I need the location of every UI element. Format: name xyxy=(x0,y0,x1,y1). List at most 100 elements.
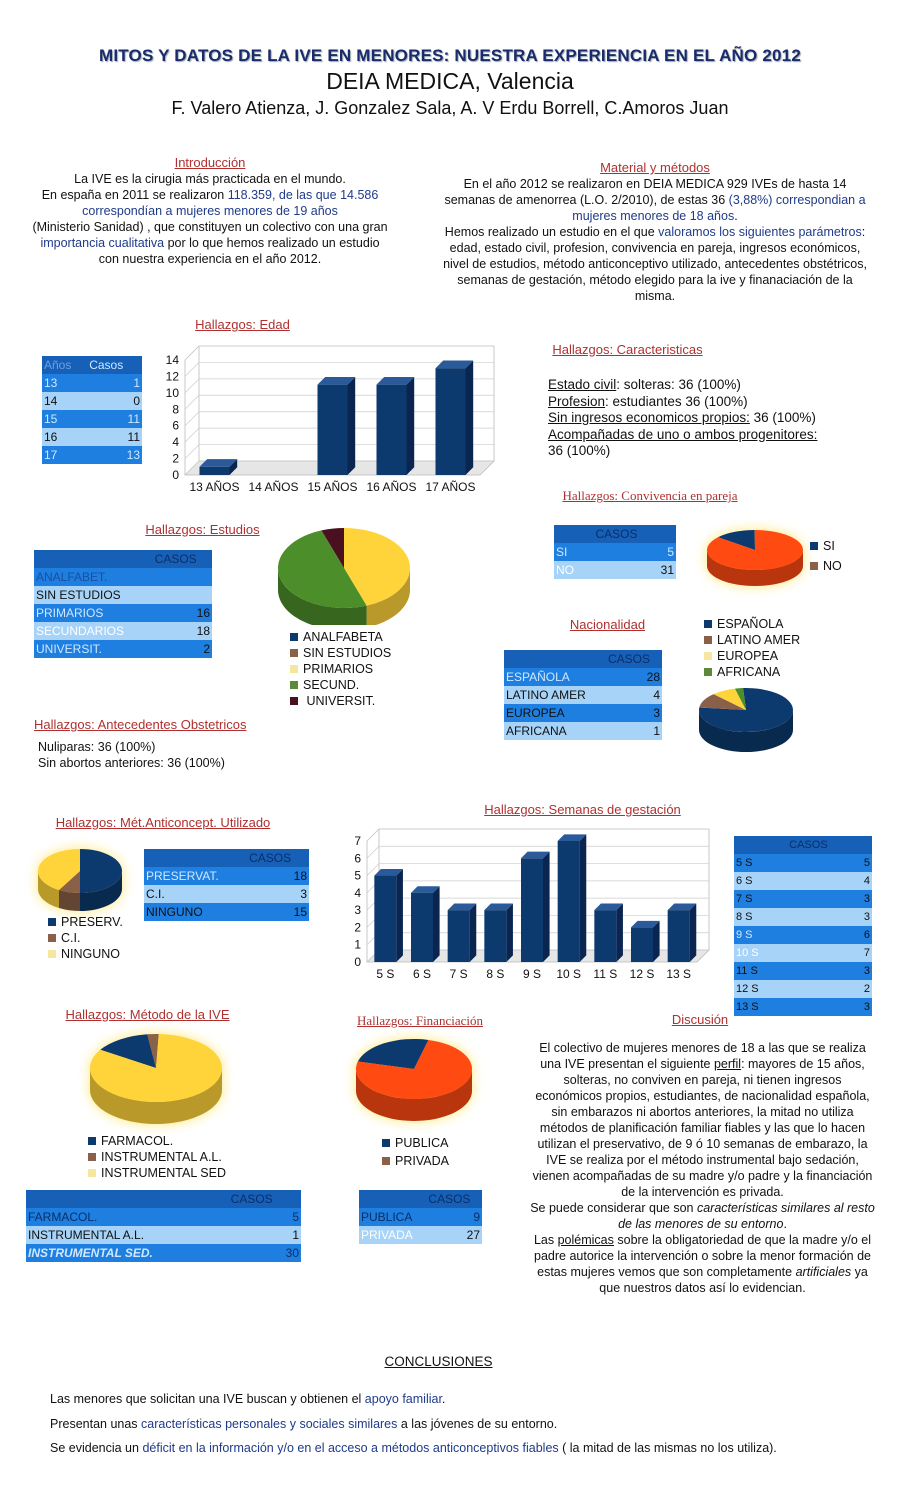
table-row: PRESERVAT. 18 xyxy=(144,867,309,885)
convivencia-heading: Hallazgos: Convivencia en pareja xyxy=(562,488,738,503)
x-tick-label: 13 S xyxy=(666,967,691,981)
legend-item: LATINO AMER xyxy=(704,632,800,648)
pie-slice xyxy=(37,849,80,891)
financiacion-table: CASOS PUBLICA 9 PRIVADA 27 xyxy=(359,1190,482,1244)
bar-side xyxy=(406,376,415,475)
bar-side xyxy=(616,903,623,962)
legend-item: SI xyxy=(810,538,842,554)
x-tick-label: 7 S xyxy=(450,967,468,981)
metodo-pie-chart xyxy=(90,1034,222,1124)
caracteristicas-text: Estado civil: solteras: 36 (100%) Profes… xyxy=(548,377,868,460)
chart-gridline xyxy=(184,345,200,361)
bar-top xyxy=(374,868,403,876)
chart-gridline xyxy=(184,378,200,394)
x-tick-label: 10 S xyxy=(556,967,581,981)
y-tick-label: 4 xyxy=(172,435,179,449)
pie-slice xyxy=(147,1034,159,1068)
table-row: PUBLICA 9 xyxy=(359,1208,482,1226)
bar xyxy=(435,368,466,475)
pie-slice xyxy=(321,528,344,568)
table-row: UNIVERSIT. 2 xyxy=(34,640,212,658)
methods-text: En el año 2012 se realizaron en DEIA MED… xyxy=(440,176,870,304)
bar-side xyxy=(396,868,403,962)
y-tick-label: 3 xyxy=(354,903,361,917)
intro-line-2: En españa en 2011 se realizaron 118.359,… xyxy=(41,188,379,218)
methods-heading: Material y métodos xyxy=(600,160,710,175)
legend-item: INSTRUMENTAL A.L. xyxy=(88,1149,226,1165)
pie-slice xyxy=(718,530,755,550)
pie-slice-side xyxy=(59,890,80,911)
y-tick-label: 6 xyxy=(172,419,179,433)
y-tick-label: 2 xyxy=(354,920,361,934)
bar-top xyxy=(667,903,697,911)
x-tick-label: 12 S xyxy=(630,967,655,981)
chart-gridline xyxy=(184,427,200,443)
pie-slice xyxy=(713,688,746,710)
legend-item: C.I. xyxy=(48,930,123,946)
pie-slice xyxy=(100,1034,156,1068)
discusion-p3: Las polémicas sobre la obligatoriedad de… xyxy=(533,1233,872,1295)
pie-slice xyxy=(90,1034,222,1102)
nacionalidad-legend: ESPAÑOLA LATINO AMER EUROPEA AFRICANA xyxy=(704,616,800,680)
table-row: PRIMARIOS 16 xyxy=(34,604,212,622)
x-tick-label: 9 S xyxy=(523,967,541,981)
table-row: AFRICANA 1 xyxy=(504,722,662,740)
poster-title: MITOS Y DATOS DE LA IVE EN MENORES: NUES… xyxy=(98,46,801,65)
legend-item: AFRICANA xyxy=(704,664,800,680)
table-row: SECUNDARIOS 18 xyxy=(34,622,212,640)
pie-slice-side xyxy=(38,871,59,909)
intro-text: La IVE es la cirugia más practicada en e… xyxy=(30,171,390,267)
legend-item: ESPAÑOLA xyxy=(704,616,800,632)
legend-item: PRIVADA xyxy=(382,1153,449,1169)
bar xyxy=(447,910,470,962)
bar xyxy=(374,875,397,962)
pie-slice xyxy=(734,688,746,710)
edad-heading: Hallazgos: Edad xyxy=(195,317,290,332)
edad-bar-chart: 0 2 4 6 8 10 12 14 13 AÑOS 14 AÑOS 15 AÑOS 16 AÑOS 1… xyxy=(166,345,495,494)
table-row: EUROPEA 3 xyxy=(504,704,662,722)
metodo-heading: Hallazgos: Método de la IVE xyxy=(65,1007,230,1022)
table-row: 17 13 xyxy=(42,446,142,464)
caracteristica-profesion: Profesion: estudiantes 36 (100%) xyxy=(548,393,748,409)
pie-slice xyxy=(344,528,410,606)
anticonceptivo-heading: Hallazgos: Mét.Anticoncept. Utilizado xyxy=(55,815,271,830)
discusion-p1: El colectivo de mujeres menores de 18 a … xyxy=(532,1041,873,1199)
edad-table: Años Casos 13 1 14 0 15 11 16 11 17 13 xyxy=(42,356,142,464)
metodo-legend: FARMACOL. INSTRUMENTAL A.L. INSTRUMENTAL… xyxy=(88,1133,226,1181)
legend-item: PRESERV. xyxy=(48,914,123,930)
nacionalidad-heading: Nacionalidad xyxy=(569,617,646,632)
y-tick-label: 10 xyxy=(166,386,180,400)
convivencia-pie-chart xyxy=(707,530,803,586)
chart-gridline xyxy=(184,411,200,426)
table-row: LATINO AMER 4 xyxy=(504,686,662,704)
pie-slice-side xyxy=(356,1069,472,1121)
methods-line-1: En el año 2012 se realizaron en DEIA MED… xyxy=(444,177,866,223)
bar-top xyxy=(317,376,356,385)
bar-top xyxy=(447,903,477,911)
conclusiones-heading: CONCLUSIONES xyxy=(384,1354,493,1369)
chart-gridline xyxy=(366,863,380,876)
y-tick-label: 8 xyxy=(172,402,179,416)
bar-top xyxy=(199,459,238,467)
pie-slice xyxy=(59,871,80,893)
bar-top xyxy=(631,920,660,928)
x-tick-label: 14 AÑOS xyxy=(248,480,298,494)
legend-item: ANALFABETA xyxy=(290,629,391,645)
chart-gridline xyxy=(184,362,200,377)
bar-side xyxy=(347,376,356,475)
anticonceptivo-legend: PRESERV. C.I. NINGUNO xyxy=(48,914,123,962)
conclusion-3: Se evidencia un déficit en la informació… xyxy=(50,1441,777,1455)
obstetricos-line-1: Nuliparas: 36 (100%) xyxy=(38,740,156,754)
x-tick-label: 17 AÑOS xyxy=(425,480,475,494)
discusion-heading: Discusión xyxy=(671,1012,729,1027)
nacionalidad-pie-chart xyxy=(699,688,793,752)
table-row: FARMACOL. 5 xyxy=(26,1208,301,1226)
bar-top xyxy=(411,886,440,893)
bar xyxy=(199,466,230,475)
bar-top xyxy=(484,903,513,911)
discusion-p2: Se puede considerar que son característi… xyxy=(530,1201,875,1231)
table-row: ANALFABET. xyxy=(34,568,212,586)
bar xyxy=(557,841,580,962)
